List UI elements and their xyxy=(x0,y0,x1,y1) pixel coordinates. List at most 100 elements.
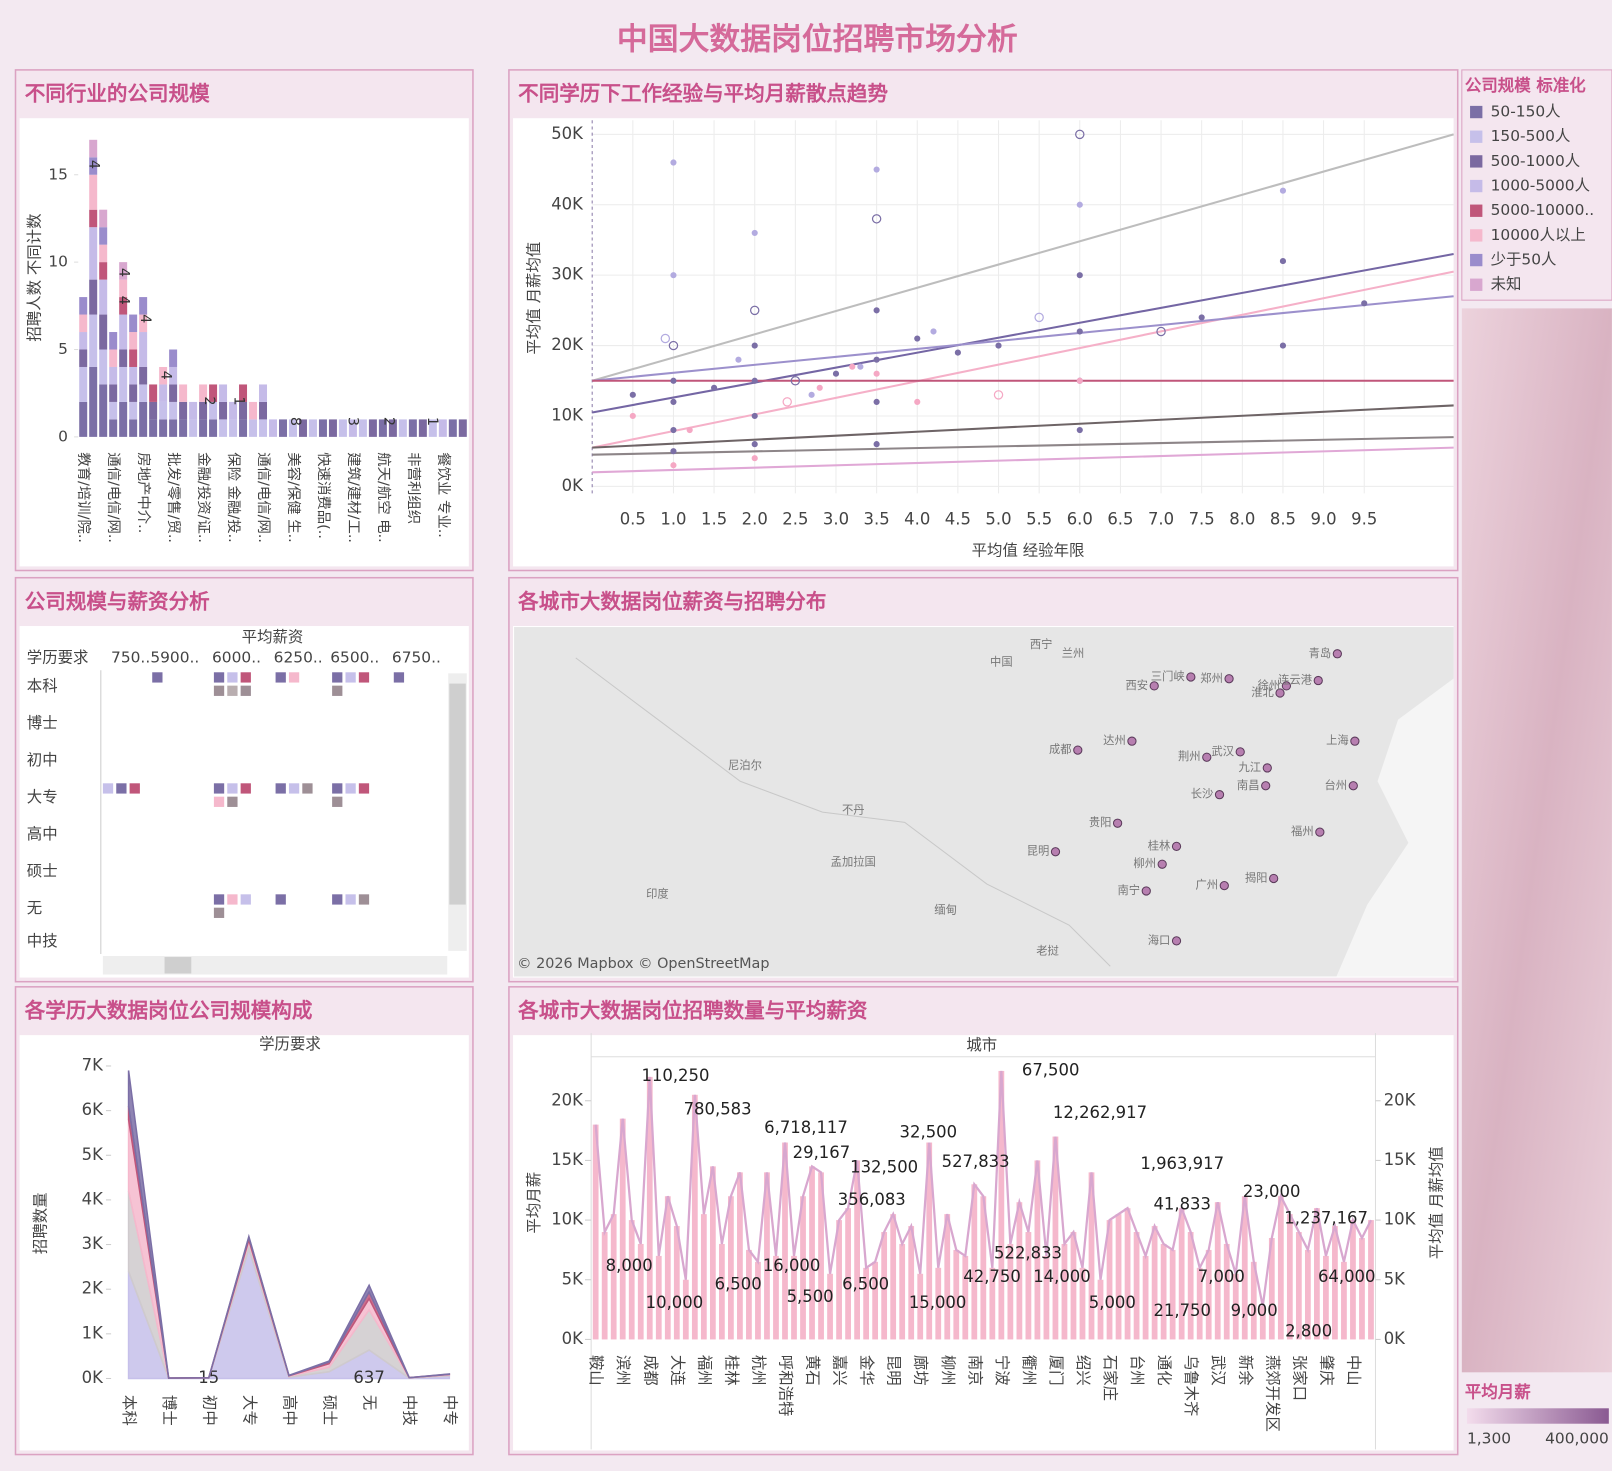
y2-tick-label: 10K xyxy=(1384,1210,1417,1229)
scatter-point xyxy=(871,214,882,224)
scatter-point xyxy=(629,391,636,398)
map-label: 印度 xyxy=(646,887,669,901)
bar xyxy=(872,1261,879,1340)
scatter-point xyxy=(670,448,677,455)
row-label: 中技 xyxy=(27,932,58,950)
scatter-point xyxy=(751,441,758,448)
annotation: 15,000 xyxy=(909,1293,967,1312)
scatter-point xyxy=(873,398,880,405)
cell-square xyxy=(240,685,251,696)
bar-segment xyxy=(368,419,377,437)
x-tick-label: 无 xyxy=(361,1395,379,1410)
trend-line xyxy=(592,446,1454,474)
bar-segment xyxy=(99,384,108,437)
x-tick-label: 新余 xyxy=(1236,1355,1255,1386)
bar xyxy=(863,1267,870,1340)
scatter-point xyxy=(1076,272,1083,279)
bar-segment xyxy=(169,349,178,367)
annotation: 4 xyxy=(115,268,131,277)
bar-segment xyxy=(348,419,357,437)
map-border xyxy=(575,657,1111,967)
x-tick-label: 非营利组织 xyxy=(405,452,422,524)
y-tick-label: 2K xyxy=(82,1279,104,1298)
bar xyxy=(1133,1232,1140,1340)
scatter-point xyxy=(735,356,742,363)
bar xyxy=(773,1255,779,1340)
annotation: 4 xyxy=(115,296,131,305)
column-label: 6500.. xyxy=(330,648,379,666)
y-tick-label: 3K xyxy=(82,1234,104,1253)
bar-segment xyxy=(109,332,118,350)
x-tick-label: 初中 xyxy=(200,1395,218,1426)
bar-segment xyxy=(239,384,248,402)
bar-segment xyxy=(239,401,248,420)
map-label: 成都 xyxy=(1049,743,1072,756)
panel-title: 公司规模与薪资分析 xyxy=(25,589,210,613)
annotation: 1,963,917 xyxy=(1140,1154,1224,1173)
bar xyxy=(1368,1220,1374,1340)
annotation: 356,083 xyxy=(838,1190,906,1209)
bar xyxy=(809,1166,815,1340)
column-header: 平均薪资 xyxy=(242,628,304,646)
x-tick-label: 航天/航空 电.. xyxy=(375,452,392,542)
bar xyxy=(845,1208,851,1340)
legend-swatch xyxy=(1470,278,1483,291)
bar-segment xyxy=(189,401,198,420)
y-tick-label: 20K xyxy=(551,335,584,354)
bar xyxy=(1070,1232,1077,1340)
scatter-point xyxy=(1076,377,1083,384)
cell-square xyxy=(275,672,286,683)
bar-segment xyxy=(259,401,268,420)
annotation: 41,833 xyxy=(1153,1194,1211,1213)
bar-segment xyxy=(139,384,148,402)
bar xyxy=(944,1214,951,1340)
bar xyxy=(1304,1249,1311,1340)
cell-square xyxy=(227,796,238,807)
annotation: 7,000 xyxy=(1198,1267,1245,1286)
bar xyxy=(818,1172,824,1340)
map-land xyxy=(514,627,1454,977)
panel-title: 不同行业的公司规模 xyxy=(25,82,210,106)
x-tick-label: 呼和浩特 xyxy=(776,1355,794,1417)
y-axis-title: 招聘数量 xyxy=(32,1192,50,1254)
scrollbar xyxy=(102,955,448,975)
bar xyxy=(1295,1232,1302,1340)
legend-swatch xyxy=(1470,130,1483,143)
bar-segment xyxy=(318,419,327,437)
x-tick-label: 桂林 xyxy=(722,1355,740,1386)
map-point xyxy=(1224,674,1234,684)
y2-axis-title: 平均值 月薪均值 xyxy=(1428,1146,1446,1259)
bar-segment xyxy=(89,314,98,367)
y-tick-label: 10K xyxy=(551,405,584,424)
map-point xyxy=(1313,675,1323,686)
bar xyxy=(1178,1208,1185,1340)
map-label: 孟加拉国 xyxy=(831,854,876,868)
cell-square xyxy=(358,672,370,683)
bar xyxy=(782,1142,788,1340)
scatter-point xyxy=(1076,328,1083,335)
dashboard-title: 中国大数据岗位招聘市场分析 xyxy=(617,22,1018,58)
bar-segment xyxy=(209,384,218,402)
map-label: 九江 xyxy=(1239,761,1262,774)
y-tick-label: 0K xyxy=(562,1329,584,1348)
bar-segment xyxy=(109,384,118,402)
x-tick-label: 9.5 xyxy=(1351,510,1377,529)
bar xyxy=(1286,1214,1293,1340)
annotation: 1 xyxy=(424,417,440,426)
legend-label: 5000-10000.. xyxy=(1491,201,1595,219)
bar xyxy=(1079,1267,1086,1340)
x-tick-label: 教育/培训/院.. xyxy=(75,452,92,543)
x-tick-label: 成都 xyxy=(641,1355,659,1386)
cell-square xyxy=(288,672,300,683)
column-label: 6250.. xyxy=(274,648,323,666)
scatter-point xyxy=(808,391,815,398)
bar-segment xyxy=(388,419,397,437)
bar-segment xyxy=(199,401,208,420)
map-point xyxy=(1281,681,1292,691)
scatter-point xyxy=(873,356,880,363)
bar xyxy=(764,1172,770,1340)
cell-square xyxy=(227,894,238,905)
row-label: 无 xyxy=(27,899,42,917)
bar-segment xyxy=(129,401,138,420)
x-tick-label: 肇庆 xyxy=(1317,1355,1335,1386)
